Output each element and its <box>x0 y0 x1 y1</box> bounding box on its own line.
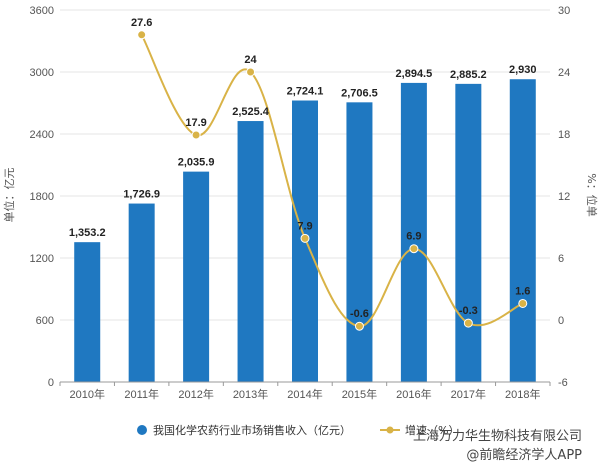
legend: 我国化学农药行业市场销售收入（亿元） 增速（%） <box>137 423 459 437</box>
y-right-tick-label: 30 <box>558 5 570 17</box>
bar <box>455 83 482 382</box>
x-tick-label: 2010年 <box>69 387 104 401</box>
x-tick-label: 2014年 <box>287 387 322 401</box>
watermark-app: @前瞻经济学人APP <box>466 447 582 463</box>
growth-value-label: 6.9 <box>406 231 421 243</box>
x-tick-label: 2018年 <box>505 387 540 401</box>
growth-point <box>518 298 528 308</box>
x-tick-label: 2015年 <box>342 387 377 401</box>
growth-value-label: 24 <box>244 54 257 66</box>
bar <box>400 82 427 382</box>
y-left-tick-label: 1200 <box>30 253 54 265</box>
bar-value-label: 2,724.1 <box>287 86 324 98</box>
y-right-tick-label: 24 <box>558 67 570 79</box>
y-left-tick-label: 600 <box>36 315 54 327</box>
y-right-tick-label: 18 <box>558 129 570 141</box>
growth-point <box>246 67 256 77</box>
legend-bar-label: 我国化学农药行业市场销售收入（亿元） <box>153 423 351 437</box>
growth-value-label: 1.6 <box>515 285 530 297</box>
growth-value-label: 7.9 <box>297 220 312 232</box>
y-left-tick-label: 3000 <box>30 67 54 79</box>
bar-value-label: 2,035.9 <box>178 157 215 169</box>
bar-value-label: 1,726.9 <box>123 189 160 201</box>
legend-line-label: 增速（%） <box>405 423 459 437</box>
growth-point <box>354 321 364 331</box>
bar-value-label: 2,525.4 <box>232 106 270 118</box>
watermark: 上海万力华生物科技有限公司 @前瞻经济学人APP <box>413 429 582 463</box>
bar-series <box>74 79 536 383</box>
bar <box>74 242 101 382</box>
y-left-axis-title: 单位：亿元 <box>2 168 16 223</box>
bar <box>128 203 155 382</box>
y-right-tick-label: 0 <box>558 315 564 327</box>
bar-value-label: 2,894.5 <box>396 68 433 80</box>
growth-point <box>409 244 419 254</box>
growth-point <box>300 233 310 243</box>
y-right-axis-title: %：位单 <box>585 173 599 216</box>
x-tick-label: 2017年 <box>451 387 486 401</box>
x-tick-label: 2012年 <box>178 387 213 401</box>
y-right-tick-label: 6 <box>558 253 564 265</box>
bar-value-label: 2,930 <box>509 64 537 76</box>
growth-value-label: 27.6 <box>131 17 152 29</box>
growth-point <box>191 130 201 140</box>
bar-value-label: 2,706.5 <box>341 87 378 99</box>
legend-bar-marker <box>137 425 147 435</box>
bar <box>509 79 536 382</box>
growth-point <box>463 318 473 328</box>
legend-line-dot <box>386 426 394 434</box>
growth-point <box>137 30 147 40</box>
bar <box>346 102 373 382</box>
x-tick-label: 2016年 <box>396 387 431 401</box>
axes: 0 600 1200 1800 2400 3000 3600 -6 0 6 12 18 24 30 2010… <box>30 5 571 401</box>
bar <box>183 171 210 382</box>
y-left-tick-label: 2400 <box>30 129 54 141</box>
bar <box>237 121 264 383</box>
y-right-tick-label: -6 <box>558 377 568 389</box>
y-left-tick-label: 3600 <box>30 5 54 17</box>
growth-line <box>140 34 524 328</box>
data-labels: 1,353.2 1,726.9 2,035.9 2,525.4 2,724.1 2,706… <box>69 17 537 320</box>
bar-value-label: 1,353.2 <box>69 227 106 239</box>
x-tick-label: 2011年 <box>124 387 159 401</box>
bar-value-label: 2,885.2 <box>450 69 487 81</box>
x-tick-label: 2013年 <box>233 387 268 401</box>
watermark-company: 上海万力华生物科技有限公司 <box>413 429 582 444</box>
y-left-tick-label: 0 <box>48 377 54 389</box>
growth-value-label: -0.3 <box>459 305 478 317</box>
growth-value-label: -0.6 <box>350 308 369 320</box>
line-series <box>137 30 528 331</box>
growth-value-label: 17.9 <box>185 117 206 129</box>
y-right-tick-label: 12 <box>558 191 570 203</box>
y-left-tick-label: 1800 <box>30 191 54 203</box>
